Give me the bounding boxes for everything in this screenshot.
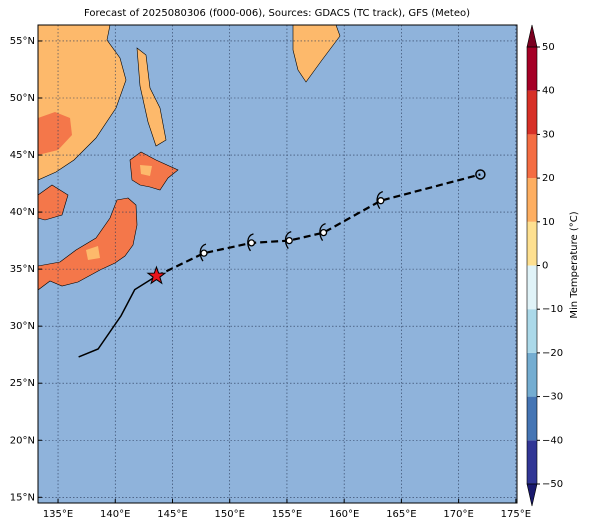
cyclone-symbol-arm — [376, 191, 384, 210]
colorbar-extend-bottom — [526, 483, 538, 507]
y-tick-label: 55°N — [10, 36, 35, 47]
forecast-point — [319, 228, 328, 237]
colorbar-tick-label: −30 — [542, 392, 563, 403]
forecast-end-point — [475, 169, 486, 180]
y-tick-label: 50°N — [10, 93, 35, 104]
forecast-point — [247, 239, 256, 247]
map-frame — [37, 24, 518, 504]
y-tick-label: 40°N — [10, 207, 35, 218]
past-track — [78, 275, 157, 358]
colorbar-tick-label: 30 — [542, 129, 555, 140]
colorbar-segment — [527, 90, 537, 135]
x-tick-label: 175°E — [501, 509, 531, 520]
y-tick-label: 25°N — [10, 378, 35, 389]
cyclone-symbol-arm — [319, 223, 326, 241]
ocean — [38, 25, 517, 503]
colorbar-tick-label: 40 — [542, 86, 555, 97]
y-tick-label: 45°N — [10, 150, 35, 161]
forecast-point — [377, 197, 385, 205]
colorbar-tick-label: 20 — [542, 173, 555, 184]
y-tick-label: 35°N — [10, 264, 35, 275]
y-tick-label: 15°N — [10, 492, 35, 503]
forecast-point — [285, 236, 293, 245]
land — [37, 24, 341, 291]
colorbar-segment — [527, 440, 537, 484]
colorbar-segment — [527, 221, 537, 266]
x-tick-label: 165°E — [386, 509, 416, 520]
cyclone-symbol-arm — [247, 233, 254, 252]
colorbar-segment — [527, 396, 537, 441]
current-position — [146, 265, 167, 285]
colorbar-segment — [527, 178, 537, 222]
colorbar-segment — [527, 352, 537, 397]
colorbar-segment — [527, 265, 537, 310]
cyclone-symbol-arm — [199, 243, 207, 262]
y-tick-label: 20°N — [10, 435, 35, 446]
colorbar-tick-label: −10 — [542, 304, 563, 315]
colorbar-tick-label: −20 — [542, 348, 563, 359]
x-tick-label: 160°E — [329, 509, 359, 520]
x-tick-label: 155°E — [272, 509, 302, 520]
colorbar-segment — [527, 309, 537, 353]
colorbar-segment — [527, 47, 537, 91]
colorbar: −50 −40 −30 −20 −10 0 10 20 30 40 50 — [526, 24, 563, 507]
colorbar-tick-label: 0 — [542, 261, 548, 272]
colorbar-tick-label: −40 — [542, 435, 563, 446]
cyclone-symbol-arm — [284, 230, 292, 249]
colorbar-extend-top — [526, 24, 538, 48]
forecast-point — [200, 249, 208, 257]
colorbar-label: Min Temperature (°C) — [569, 211, 580, 318]
x-tick-label: 150°E — [215, 509, 245, 520]
colorbar-segment — [527, 134, 537, 179]
colorbar-tick-label: −50 — [542, 479, 563, 490]
colorbar-tick-label: 10 — [542, 217, 555, 228]
colorbar-tick-label: 50 — [542, 42, 555, 53]
x-tick-label: 140°E — [100, 509, 130, 520]
x-tick-label: 170°E — [443, 509, 473, 520]
x-tick-label: 145°E — [157, 509, 187, 520]
grid — [38, 25, 517, 503]
x-tick-label: 135°E — [43, 509, 73, 520]
map-title: Forecast of 2025080306 (f000-006), Sourc… — [84, 8, 470, 19]
track — [78, 169, 486, 358]
y-tick-label: 30°N — [10, 321, 35, 332]
